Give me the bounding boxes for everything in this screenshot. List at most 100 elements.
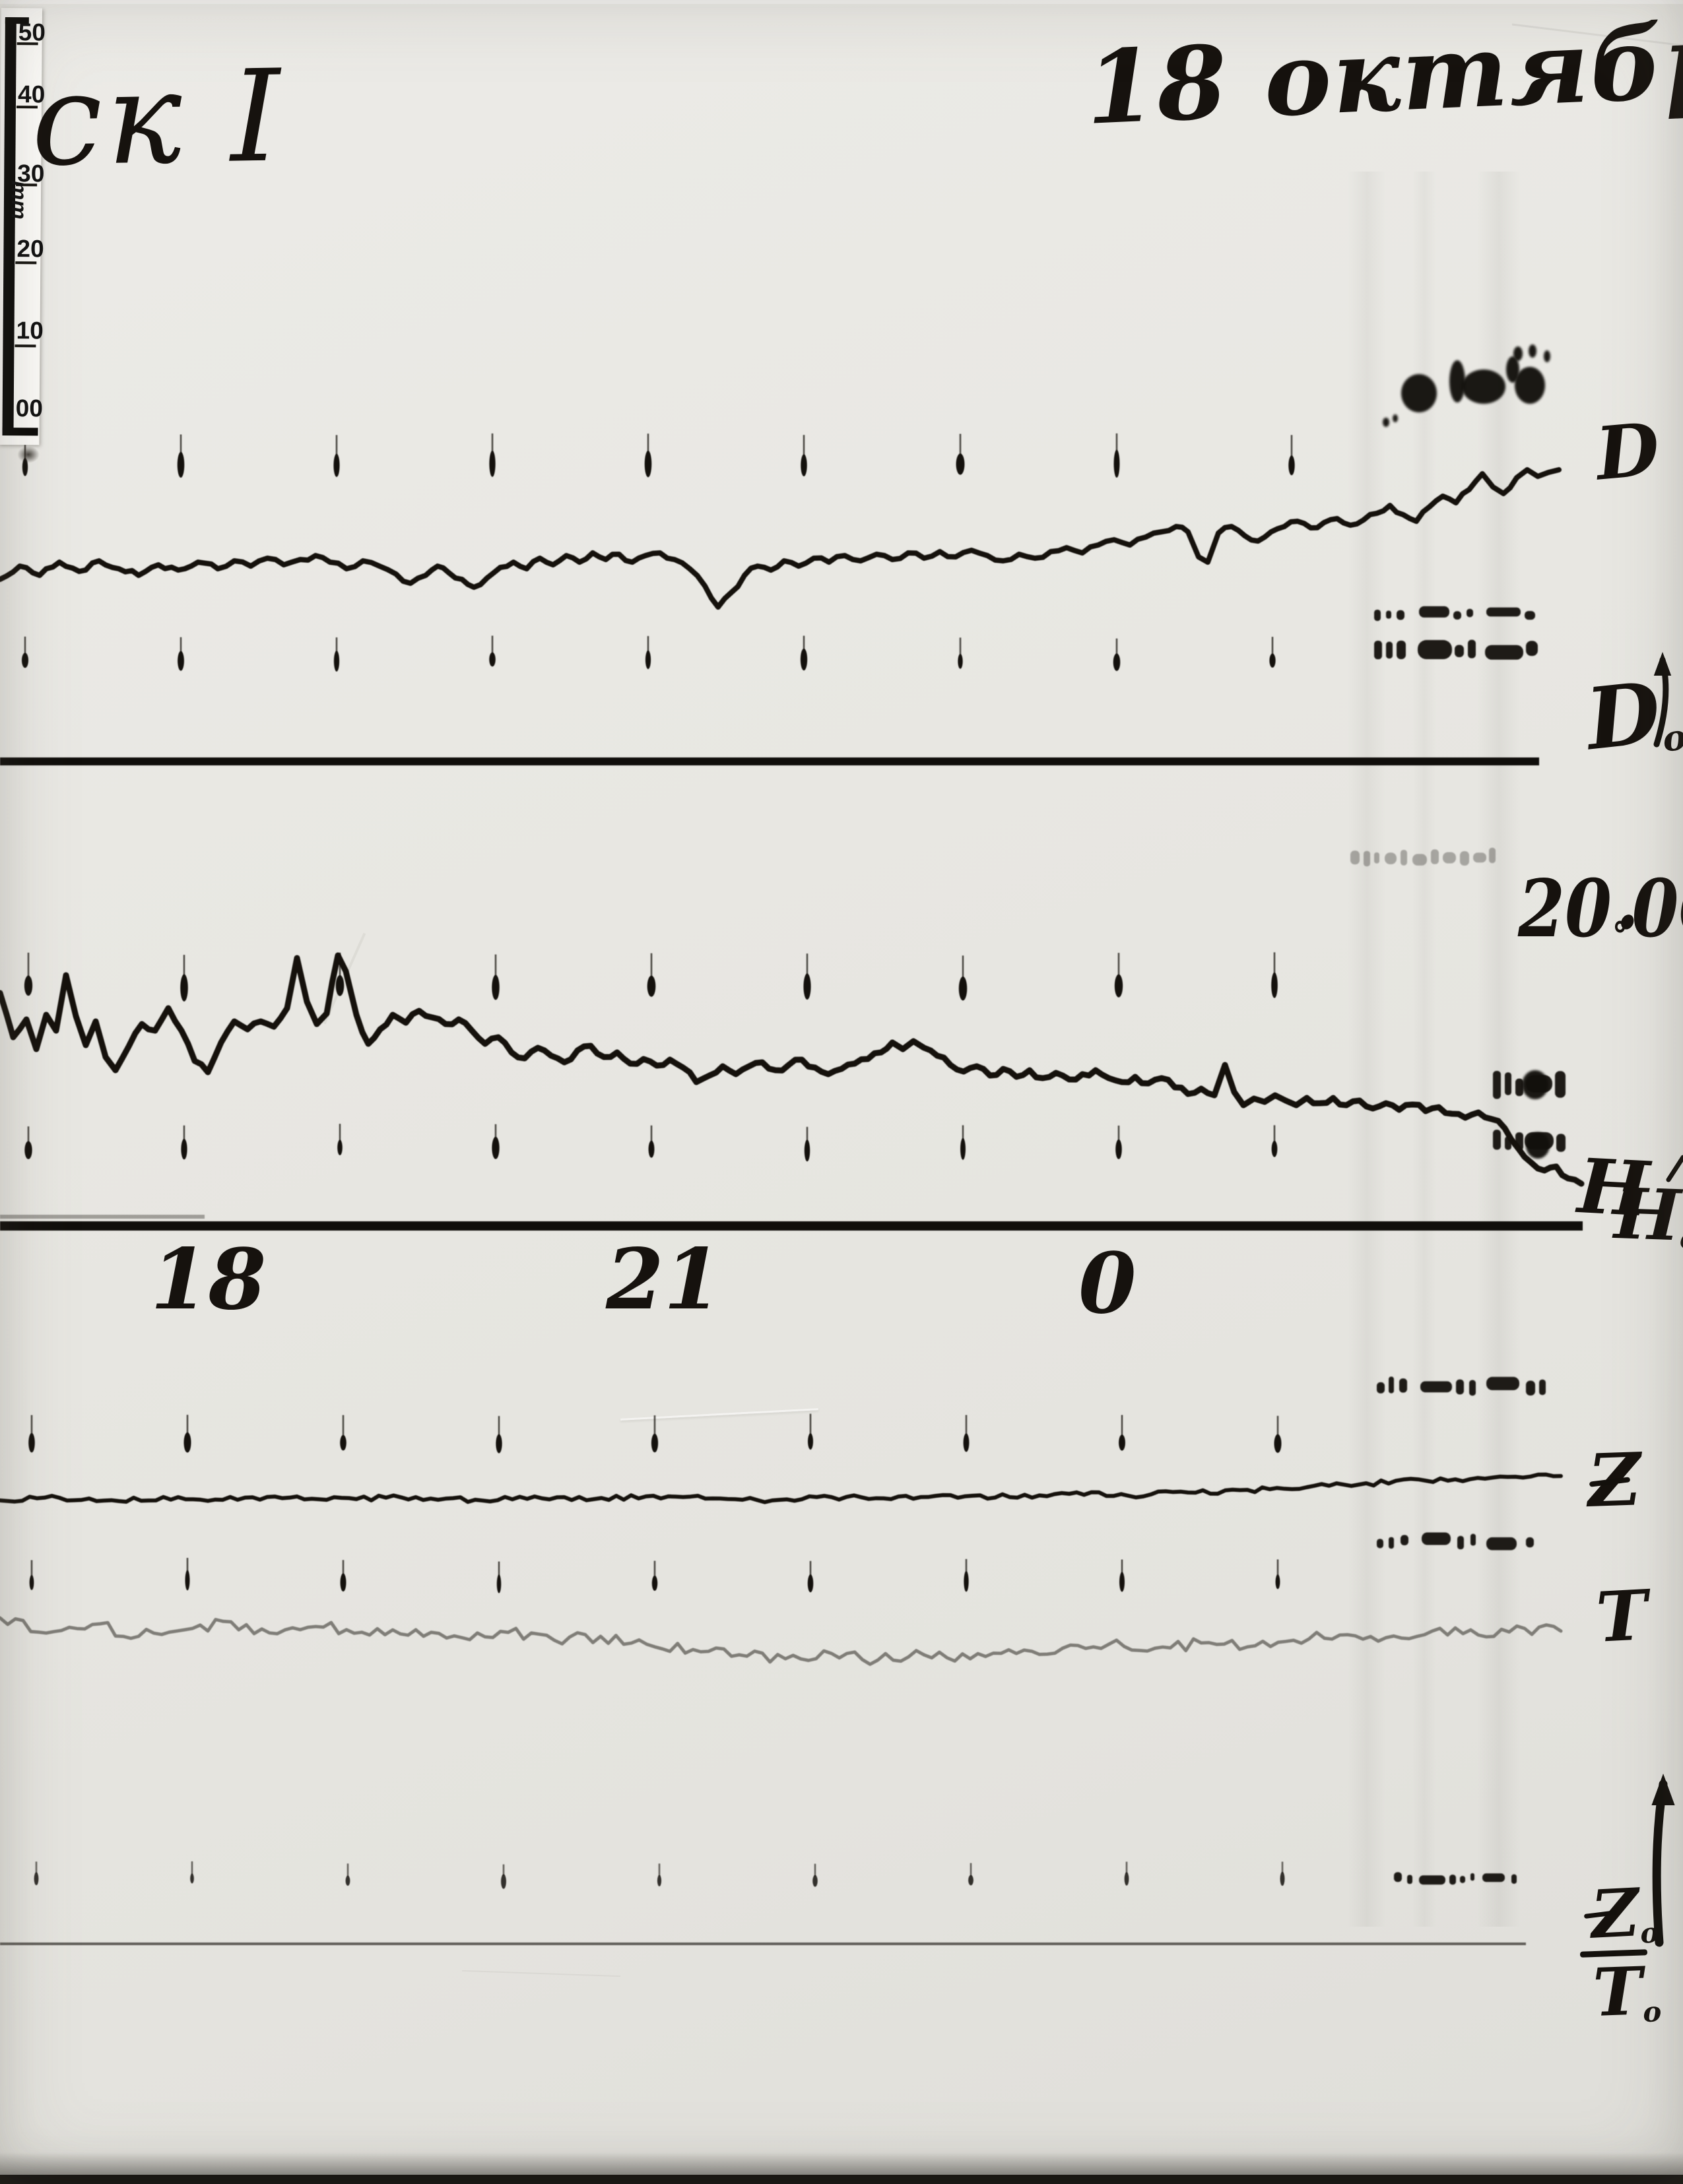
time-mark bbox=[1271, 1140, 1278, 1157]
time-mark bbox=[964, 1571, 969, 1592]
time-mark bbox=[333, 651, 340, 672]
time-mark bbox=[180, 974, 188, 1002]
storm-dash bbox=[1515, 1078, 1523, 1097]
time-mark bbox=[956, 453, 965, 475]
time-mark bbox=[803, 973, 811, 1000]
time-mark bbox=[492, 975, 500, 1000]
time-mark bbox=[645, 650, 651, 670]
time-mark bbox=[183, 1432, 191, 1453]
ruler-label-20: 20 bbox=[16, 235, 44, 263]
time-mark bbox=[21, 653, 29, 668]
time-mark bbox=[24, 1141, 32, 1159]
storm-dash bbox=[1407, 1875, 1412, 1884]
storm-dash bbox=[1431, 849, 1439, 864]
ruler-label-00: 00 bbox=[15, 395, 44, 422]
time-mark bbox=[337, 1140, 343, 1155]
storm-dash bbox=[1397, 610, 1404, 620]
storm-dash bbox=[1467, 608, 1473, 618]
ruler-foot bbox=[2, 428, 38, 436]
time-mark bbox=[958, 977, 968, 1001]
time-mark bbox=[181, 1139, 187, 1160]
trace-Z bbox=[0, 1472, 1563, 1504]
station-mark: ск I bbox=[30, 43, 286, 195]
time-mark bbox=[185, 1570, 190, 1591]
trace-D bbox=[0, 467, 1562, 610]
scan-bottom-edge bbox=[0, 2175, 1683, 2184]
time-mark bbox=[496, 1434, 502, 1454]
storm-dash bbox=[1443, 852, 1456, 864]
storm-dash bbox=[1525, 610, 1535, 620]
storm-dash bbox=[1412, 854, 1427, 866]
storm-dash bbox=[1486, 1537, 1517, 1551]
storm-dash bbox=[1486, 607, 1521, 617]
ruler-unit-mm: mm bbox=[7, 180, 32, 220]
storm-dash bbox=[1469, 1380, 1476, 1396]
storm-dash bbox=[1556, 1134, 1566, 1152]
time-mark bbox=[333, 453, 340, 477]
storm-blob bbox=[1393, 414, 1398, 422]
trace-T bbox=[0, 1616, 1563, 1666]
time-mark bbox=[1280, 1871, 1285, 1886]
h0-tick bbox=[1666, 1155, 1683, 1182]
time-mark bbox=[496, 1574, 502, 1593]
storm-dash bbox=[1419, 606, 1449, 618]
storm-dash bbox=[1420, 1381, 1452, 1393]
storm-dash bbox=[1470, 1873, 1474, 1881]
time-mark bbox=[960, 1138, 966, 1160]
storm-dash bbox=[1473, 852, 1486, 863]
temperature-label: 20°.0C bbox=[1518, 854, 1683, 958]
storm-blob bbox=[1529, 344, 1536, 358]
storm-dash bbox=[1493, 1130, 1501, 1150]
storm-dash bbox=[1386, 610, 1391, 619]
time-mark bbox=[177, 451, 185, 478]
storm-dash bbox=[1505, 1072, 1511, 1095]
time-mark bbox=[24, 975, 33, 996]
storm-dash bbox=[1485, 645, 1523, 660]
hour-label-21: 21 bbox=[606, 1231, 722, 1328]
storm-dash bbox=[1374, 852, 1379, 864]
storm-dash bbox=[1526, 1380, 1535, 1396]
time-mark bbox=[492, 1136, 500, 1159]
ruler-label-10: 10 bbox=[16, 317, 44, 344]
time-mark bbox=[345, 1875, 350, 1886]
time-mark bbox=[807, 1433, 814, 1450]
storm-dash bbox=[1493, 1070, 1501, 1099]
scan-bottom-fade bbox=[0, 2152, 1683, 2177]
t-trace-label: T bbox=[1594, 1574, 1650, 1658]
time-mark bbox=[340, 1573, 346, 1592]
time-mark bbox=[651, 1575, 658, 1591]
storm-dash bbox=[1511, 1874, 1517, 1884]
time-mark bbox=[647, 975, 656, 997]
storm-dash bbox=[1453, 611, 1461, 620]
storm-dash bbox=[1489, 847, 1496, 864]
storm-dash bbox=[1377, 1382, 1385, 1394]
time-mark bbox=[1119, 1434, 1125, 1451]
storm-dash bbox=[1389, 1537, 1394, 1549]
d-baseline-label: Do bbox=[1581, 663, 1683, 770]
storm-blob bbox=[1515, 367, 1545, 404]
storm-blob bbox=[1513, 346, 1523, 361]
time-mark bbox=[1119, 1572, 1125, 1592]
scan-top-edge bbox=[0, 0, 1683, 4]
storm-dash bbox=[1539, 1379, 1546, 1396]
ruler-label-50: 50 bbox=[18, 18, 46, 46]
storm-dash bbox=[1449, 1875, 1456, 1885]
storm-dash bbox=[1422, 1532, 1451, 1545]
storm-dash bbox=[1486, 1376, 1519, 1390]
time-mark bbox=[1275, 1574, 1280, 1590]
storm-dash bbox=[1399, 1378, 1407, 1393]
storm-dash bbox=[1350, 851, 1360, 865]
time-mark bbox=[812, 1875, 818, 1887]
trace-H bbox=[0, 952, 1585, 1187]
storm-blob bbox=[1449, 360, 1465, 402]
time-mark bbox=[801, 454, 807, 476]
time-mark bbox=[648, 1140, 655, 1158]
storm-blob bbox=[1526, 1132, 1550, 1159]
time-mark bbox=[1288, 455, 1295, 476]
ruler-shadow-blob bbox=[17, 446, 40, 463]
time-mark bbox=[651, 1433, 659, 1453]
storm-dash bbox=[1460, 1876, 1465, 1883]
storm-dash bbox=[1386, 641, 1393, 659]
